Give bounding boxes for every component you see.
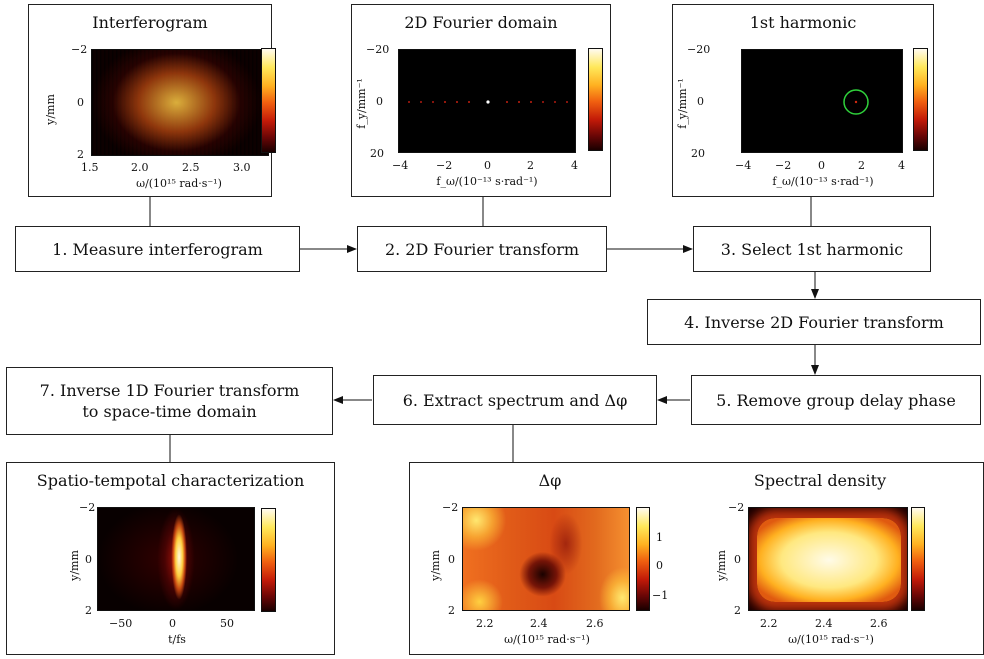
harmonic-peak: [854, 100, 858, 104]
phase-x-tick: 2.6: [586, 617, 604, 630]
x-tick: 1.5: [81, 161, 99, 174]
y-tick: 2: [77, 148, 84, 161]
fourier-peaks: [408, 100, 568, 104]
x-tick: 2: [858, 159, 865, 172]
spectral-y-tick: 2: [734, 604, 741, 617]
phase-cb-tick: 1: [656, 531, 663, 544]
x-tick: 2: [527, 159, 534, 172]
step-inverse-1d-fourier: 7. Inverse 1D Fourier transform to space…: [6, 367, 333, 435]
phase-colorbar: [636, 507, 650, 611]
x-tick: 4: [898, 159, 905, 172]
panel-fourier: 2D Fourier domain f_y/mm⁻¹ −20 0 20 −4 −…: [351, 4, 611, 197]
x-tick: 50: [220, 617, 234, 630]
step-measure-interferogram: 1. Measure interferogram: [15, 226, 300, 272]
step-inverse-2d-fourier: 4. Inverse 2D Fourier transform: [647, 299, 981, 345]
phase-y-tick: 0: [448, 553, 455, 566]
panel-title: Spatio-tempotal characterization: [36, 471, 305, 490]
interferogram-heatmap: [91, 49, 269, 156]
phase-x-axis-label: ω/(10¹⁵ rad·s⁻¹): [504, 633, 590, 646]
y-tick: −2: [79, 501, 96, 514]
x-axis-label: f_ω/(10⁻¹³ s·rad⁻¹): [772, 175, 874, 188]
panel-interferogram: Interferogram y/mm −2 0 2 1.5 2.0 2.5 3.…: [28, 4, 272, 197]
x-tick: 0: [169, 617, 176, 630]
phase-y-axis-label: y/mm: [428, 550, 442, 581]
x-tick: 2.0: [131, 161, 149, 174]
step-remove-group-delay: 5. Remove group delay phase: [691, 375, 981, 425]
spectral-title: Spectral density: [753, 471, 887, 490]
x-axis-label: ω/(10¹⁵ rad·s⁻¹): [136, 177, 222, 190]
spectral-y-tick: −2: [728, 501, 745, 514]
spectral-x-tick: 2.4: [815, 617, 833, 630]
y-axis-label: f_y/mm⁻¹: [675, 78, 689, 129]
phase-title: Δφ: [538, 471, 562, 490]
y-tick: 0: [77, 96, 84, 109]
x-tick: 4: [571, 159, 578, 172]
selection-circle: [843, 89, 869, 115]
y-tick: 20: [691, 147, 705, 160]
x-tick: 0: [818, 159, 825, 172]
y-tick: 2: [85, 604, 92, 617]
x-tick: −2: [436, 159, 453, 172]
x-tick: 0: [484, 159, 491, 172]
phase-y-tick: 2: [448, 604, 455, 617]
phase-heatmap: [462, 507, 630, 611]
panel-results: Δφ y/mm −2 0 2 1 0 −1 2.2 2.4 2.6 ω/(10¹…: [409, 462, 984, 655]
harmonic-colorbar: [913, 48, 928, 151]
phase-cb-tick: −1: [652, 589, 669, 602]
spectral-colorbar: [911, 507, 925, 611]
x-tick: 3.0: [233, 161, 251, 174]
x-tick: 2.5: [182, 161, 200, 174]
panel-title: 2D Fourier domain: [404, 13, 558, 32]
x-tick: −50: [109, 617, 133, 630]
y-tick: 20: [370, 147, 384, 160]
phase-cb-tick: 0: [656, 559, 663, 572]
x-tick: −4: [392, 159, 409, 172]
phase-x-tick: 2.2: [476, 617, 494, 630]
fourier-colorbar: [588, 48, 603, 151]
spectral-y-tick: 0: [734, 553, 741, 566]
y-tick: 0: [85, 553, 92, 566]
phase-x-tick: 2.4: [530, 617, 548, 630]
fourier-heatmap: [398, 49, 576, 153]
step-2d-fourier-transform: 2. 2D Fourier transform: [357, 226, 607, 272]
panel-harmonic: 1st harmonic f_y/mm⁻¹ −20 0 20 −4 −2 0 2…: [672, 4, 934, 197]
y-axis-label: y/mm: [43, 94, 57, 125]
y-tick: −2: [71, 43, 88, 56]
spatio-temporal-heatmap: [97, 507, 255, 611]
spectral-x-tick: 2.6: [870, 617, 888, 630]
spatio-colorbar: [261, 508, 276, 612]
y-axis-label: f_y/mm⁻¹: [354, 78, 368, 129]
spectral-x-tick: 2.2: [760, 617, 778, 630]
step-select-1st-harmonic: 3. Select 1st harmonic: [693, 226, 931, 272]
panel-spatio-temporal: Spatio-tempotal characterization y/mm −2…: [6, 462, 335, 655]
x-tick: −4: [735, 159, 752, 172]
x-axis-label: t/fs: [168, 633, 186, 646]
spectral-density-heatmap: [748, 507, 908, 611]
y-tick: 0: [376, 95, 383, 108]
interferogram-colorbar: [261, 48, 276, 153]
y-tick: −20: [366, 43, 390, 56]
harmonic-selection: [843, 89, 869, 115]
spectral-x-axis-label: ω/(10¹⁵ rad·s⁻¹): [788, 633, 874, 646]
phase-y-tick: −2: [442, 501, 459, 514]
panel-title: 1st harmonic: [749, 13, 857, 32]
harmonic-heatmap: [741, 49, 903, 153]
spectral-y-axis-label: y/mm: [714, 550, 728, 581]
y-axis-label: y/mm: [67, 550, 81, 581]
y-tick: 0: [697, 95, 704, 108]
step-extract-spectrum: 6. Extract spectrum and Δφ: [373, 375, 657, 425]
x-tick: −2: [775, 159, 792, 172]
y-tick: −20: [687, 43, 711, 56]
x-axis-label: f_ω/(10⁻¹³ s·rad⁻¹): [436, 175, 538, 188]
panel-title: Interferogram: [92, 13, 208, 32]
